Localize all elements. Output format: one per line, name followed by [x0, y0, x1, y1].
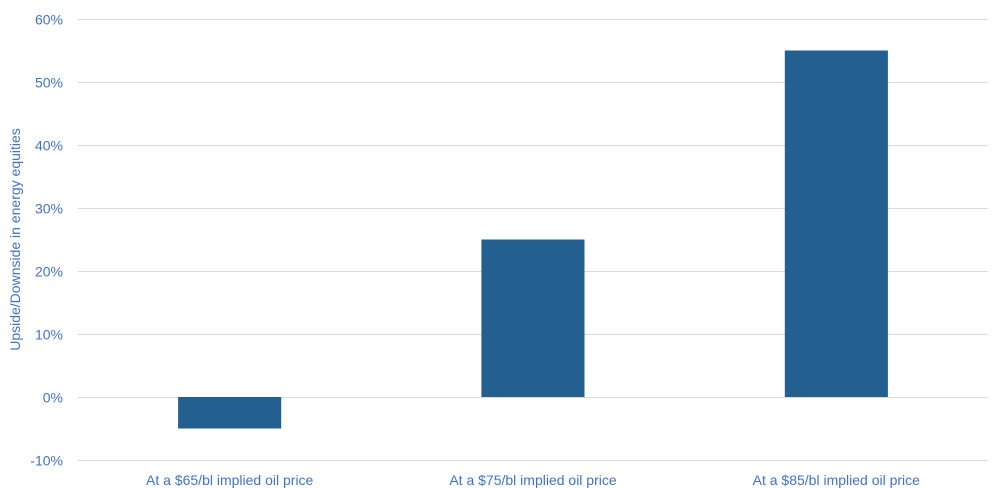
y-tick-label: 40%: [35, 138, 63, 154]
x-tick-label: At a $65/bl implied oil price: [146, 472, 314, 488]
y-tick-label: 0%: [43, 390, 63, 406]
x-tick-label: At a $75/bl implied oil price: [449, 472, 617, 488]
bar: [481, 239, 585, 397]
y-tick-label: 30%: [35, 201, 63, 217]
y-tick-label: 20%: [35, 264, 63, 280]
y-axis-tick-labels: -10% 0% 10% 20% 30% 40% 50% 60%: [30, 12, 63, 469]
y-tick-label: 50%: [35, 75, 63, 91]
bars: [178, 50, 888, 429]
y-axis-title: Upside/Downside in energy equities: [7, 128, 23, 351]
x-tick-label: At a $85/bl implied oil price: [753, 472, 921, 488]
bar: [784, 50, 888, 397]
y-tick-label: -10%: [30, 453, 63, 469]
y-tick-label: 60%: [35, 12, 63, 28]
bar: [178, 397, 282, 429]
y-tick-label: 10%: [35, 327, 63, 343]
x-axis-tick-labels: At a $65/bl implied oil price At a $75/bl…: [146, 472, 920, 488]
